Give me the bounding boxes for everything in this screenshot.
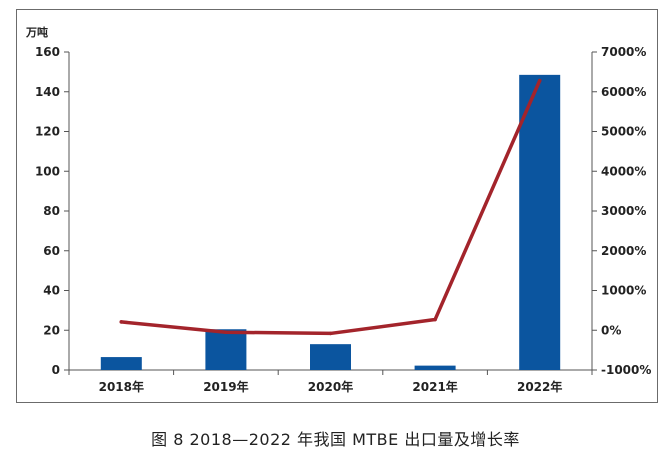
right-tick-label: 6000% — [601, 85, 646, 99]
x-tick-label: 2020年 — [308, 379, 353, 394]
chart-plot: 0 20 40 60 80 100 120 140 160 -1000% 0% 1000% 2000% 3… — [25, 25, 651, 394]
left-tick-label: 160 — [35, 45, 60, 59]
left-tick-label: 120 — [35, 125, 60, 139]
right-tick-label: 7000% — [601, 45, 646, 59]
bar — [519, 74, 561, 370]
bar — [205, 329, 247, 370]
axes — [64, 51, 597, 375]
growth-line-series — [119, 78, 542, 336]
x-tick-label: 2019年 — [203, 379, 248, 394]
line-point — [328, 331, 333, 336]
left-tick-label: 20 — [43, 323, 60, 337]
left-tick-label: 140 — [35, 85, 60, 99]
line-point — [119, 320, 124, 324]
left-axis-unit: 万吨 — [25, 25, 48, 39]
x-tick-label: 2018年 — [99, 379, 144, 394]
right-tick-label: -1000% — [601, 363, 651, 377]
left-tick-label: 0 — [52, 363, 60, 377]
chart-frame: 0 20 40 60 80 100 120 140 160 -1000% 0% 1000% 2000% 3… — [16, 9, 658, 403]
left-tick-label: 40 — [43, 284, 60, 298]
tick-labels: 0 20 40 60 80 100 120 140 160 -1000% 0% 1000% 2000% 3… — [25, 25, 651, 394]
figure-caption: 图 8 2018—2022 年我国 MTBE 出口量及增长率 — [151, 430, 520, 449]
right-tick-label: 5000% — [601, 125, 646, 139]
growth-rate-line — [119, 78, 542, 336]
bar-series — [100, 74, 561, 370]
right-tick-label: 4000% — [601, 164, 646, 178]
bar — [100, 357, 142, 370]
left-tick-label: 100 — [35, 164, 60, 178]
right-tick-label: 1000% — [601, 284, 646, 298]
x-tick-label: 2021年 — [412, 379, 457, 394]
x-tick-label: 2022年 — [517, 379, 562, 394]
line-point — [433, 317, 437, 322]
line-point — [224, 330, 228, 335]
right-tick-label: 3000% — [601, 204, 646, 218]
left-tick-label: 80 — [43, 204, 60, 218]
bar — [310, 344, 351, 370]
line-point — [537, 78, 542, 83]
left-tick-label: 60 — [43, 244, 60, 258]
right-tick-label: 0% — [601, 323, 621, 337]
bar — [414, 365, 456, 370]
right-tick-label: 2000% — [601, 244, 646, 258]
